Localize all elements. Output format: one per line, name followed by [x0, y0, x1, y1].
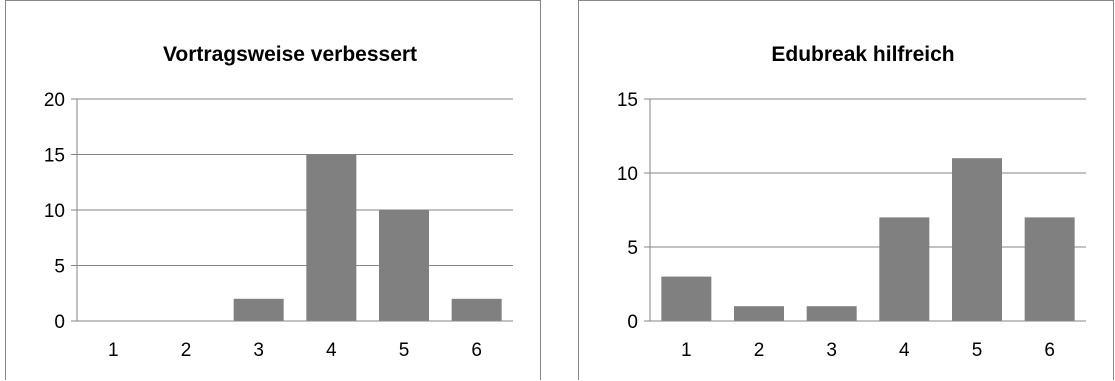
- bar: [233, 298, 284, 321]
- chart-title: Edubreak hilfreich: [771, 43, 954, 66]
- x-tick-label: 1: [681, 340, 692, 361]
- chart-edubreak: Edubreak hilfreich 0 5 10 15 1 2 3 4 5 6: [578, 0, 1114, 380]
- y-tick-label: 5: [627, 238, 638, 259]
- y-tick-label: 10: [44, 201, 65, 222]
- x-tick-label: 4: [899, 340, 910, 361]
- bar: [306, 154, 357, 321]
- chart-svg-edubreak: Edubreak hilfreich 0 5 10 15 1 2 3 4 5 6: [617, 43, 1086, 361]
- bar: [379, 210, 429, 321]
- x-tick-label: 6: [1044, 340, 1055, 361]
- y-tick-label: 5: [54, 257, 65, 278]
- x-tick-label: 1: [108, 340, 119, 361]
- bar: [952, 158, 1002, 321]
- x-tick-label: 3: [826, 340, 837, 361]
- x-tick-label: 2: [754, 340, 765, 361]
- chart-vortragsweise: Vortragsweise verbessert 0 5 10 15 20 1 2 3 4 5 6: [5, 0, 541, 380]
- y-tick-label: 0: [54, 312, 65, 333]
- bar: [1024, 217, 1075, 321]
- y-tick-label: 15: [617, 90, 638, 111]
- bar: [879, 217, 930, 321]
- y-tick-label: 0: [627, 312, 638, 333]
- chart-title: Vortragsweise verbessert: [163, 43, 417, 66]
- bar: [451, 298, 502, 321]
- bar: [806, 306, 857, 321]
- x-tick-label: 5: [972, 340, 983, 361]
- chart-svg-vortragsweise: Vortragsweise verbessert 0 5 10 15 20 1 2 3 4 5 6: [44, 43, 513, 361]
- bar: [734, 306, 784, 321]
- y-tick-label: 20: [44, 90, 65, 111]
- y-tick-label: 15: [44, 146, 65, 167]
- bar: [661, 276, 712, 321]
- y-tick-label: 10: [617, 164, 638, 185]
- x-tick-label: 3: [253, 340, 264, 361]
- x-tick-label: 5: [399, 340, 410, 361]
- x-tick-label: 6: [471, 340, 482, 361]
- x-tick-label: 2: [181, 340, 192, 361]
- x-tick-label: 4: [326, 340, 337, 361]
